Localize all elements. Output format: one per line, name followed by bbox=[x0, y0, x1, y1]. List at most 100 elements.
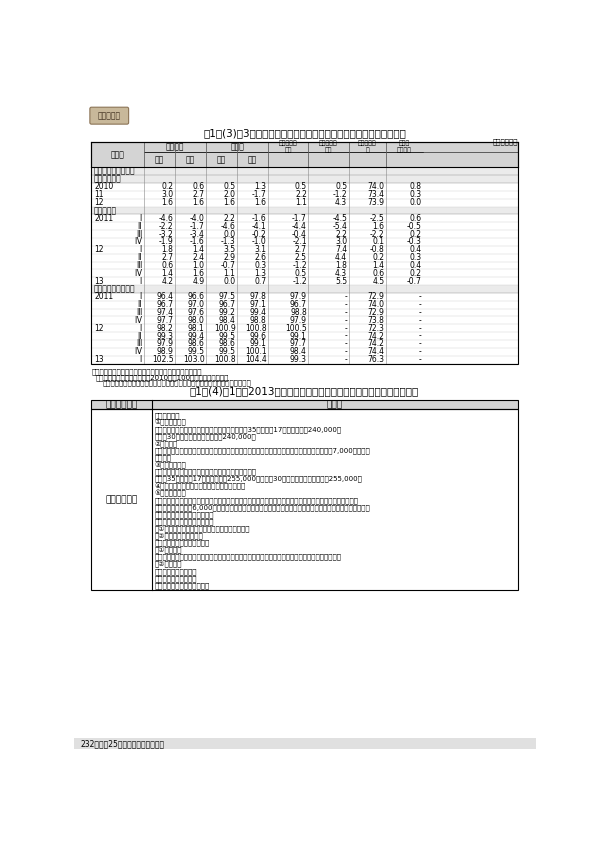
Text: 1.8: 1.8 bbox=[162, 245, 174, 254]
Text: 1.4: 1.4 bbox=[162, 269, 174, 278]
Text: -1.7: -1.7 bbox=[292, 214, 307, 223]
Text: 99.6: 99.6 bbox=[249, 332, 267, 341]
Text: 73.9: 73.9 bbox=[367, 198, 384, 207]
Text: 72.9: 72.9 bbox=[368, 308, 384, 317]
Text: 0.1: 0.1 bbox=[372, 237, 384, 247]
Text: 全ての加盟組合で改正労働者派遣法、改正労働契約法、改正高年齢者雇用安定法に取り組む。: 全ての加盟組合で改正労働者派遣法、改正労働契約法、改正高年齢者雇用安定法に取り組… bbox=[154, 554, 341, 561]
FancyBboxPatch shape bbox=[90, 107, 129, 124]
Text: 3.0: 3.0 bbox=[335, 237, 347, 247]
Text: 消費支出: 消費支出 bbox=[166, 142, 184, 152]
Text: 11: 11 bbox=[95, 190, 104, 200]
Text: 0.5: 0.5 bbox=[295, 269, 307, 278]
Text: Ⅳ: Ⅳ bbox=[134, 269, 141, 278]
Text: -1.2: -1.2 bbox=[333, 190, 347, 200]
Text: 仕事と生活の自立支援等: 仕事と生活の自立支援等 bbox=[154, 582, 209, 589]
Text: 97.4: 97.4 bbox=[156, 308, 174, 317]
Text: ③部門要求基準: ③部門要求基準 bbox=[154, 461, 186, 469]
Text: 2011: 2011 bbox=[95, 214, 114, 223]
Text: ⑤部門要求基準: ⑤部門要求基準 bbox=[154, 490, 186, 498]
Text: ミニマム水準を下回る組合は、賃金体系（カーブ）維持分を含め賃上げ廉貸として１人平均7,000円を要求: ミニマム水準を下回る組合は、賃金体系（カーブ）維持分を含め賃上げ廉貸として１人平… bbox=[154, 448, 370, 454]
Text: 96.7: 96.7 bbox=[290, 301, 307, 309]
Text: 2.5: 2.5 bbox=[295, 253, 307, 262]
Text: 7.4: 7.4 bbox=[335, 245, 347, 254]
Text: 資料出所　総務省統計局「家計調査」「消費者物価指数」: 資料出所 総務省統計局「家計調査」「消費者物価指数」 bbox=[92, 368, 202, 375]
Text: 97.9: 97.9 bbox=[290, 292, 307, 301]
Text: 98.4: 98.4 bbox=[219, 316, 236, 325]
Text: -: - bbox=[419, 332, 422, 341]
Text: -: - bbox=[345, 339, 347, 349]
Bar bbox=[92, 141, 518, 364]
Text: 1.3: 1.3 bbox=[255, 183, 267, 191]
Text: -2.2: -2.2 bbox=[159, 221, 174, 231]
Text: Ⅱ: Ⅱ bbox=[137, 332, 141, 341]
Text: Ⅲ: Ⅲ bbox=[136, 339, 141, 349]
Text: 100.8: 100.8 bbox=[214, 355, 236, 365]
Text: 72.3: 72.3 bbox=[368, 324, 384, 333]
Text: 0.3: 0.3 bbox=[409, 190, 422, 200]
Text: 1.1: 1.1 bbox=[224, 269, 236, 278]
Text: 12: 12 bbox=[95, 245, 104, 254]
Text: Ⅳ: Ⅳ bbox=[134, 237, 141, 247]
Bar bbox=[92, 400, 518, 409]
Text: -1.2: -1.2 bbox=[292, 261, 307, 270]
Text: 実質: 実質 bbox=[248, 155, 257, 164]
Text: -: - bbox=[345, 348, 347, 356]
Text: ２）消費者物価指数は「持ち家の帰属家賃を除く総合指数」の伸び率である。: ２）消費者物価指数は「持ち家の帰属家賃を除く総合指数」の伸び率である。 bbox=[102, 380, 251, 386]
Text: （注）　１）季節調整値は、2010年を100とした指数である。: （注） １）季節調整値は、2010年を100とした指数である。 bbox=[96, 375, 230, 381]
Text: Ⅰ: Ⅰ bbox=[139, 214, 141, 223]
Text: 0.4: 0.4 bbox=[409, 245, 422, 254]
Text: -4.1: -4.1 bbox=[252, 221, 267, 231]
Text: 0.5: 0.5 bbox=[295, 183, 307, 191]
Text: 1.8: 1.8 bbox=[336, 261, 347, 270]
Text: -0.8: -0.8 bbox=[369, 245, 384, 254]
Text: 2.2: 2.2 bbox=[295, 190, 307, 200]
Text: 付1－(3)－3表　家計主要項目（二人以上の世帯のうち勤労者世帯）: 付1－(3)－3表 家計主要項目（二人以上の世帯のうち勤労者世帯） bbox=[203, 128, 406, 138]
Text: -1.6: -1.6 bbox=[190, 237, 205, 247]
Text: 96.7: 96.7 bbox=[156, 301, 174, 309]
Text: 1.1: 1.1 bbox=[295, 198, 307, 207]
Text: 設定の上、要求基準を設定。: 設定の上、要求基準を設定。 bbox=[154, 511, 214, 518]
Text: -4.6: -4.6 bbox=[159, 214, 174, 223]
Text: Ⅱ: Ⅱ bbox=[137, 301, 141, 309]
Text: 97.0: 97.0 bbox=[187, 301, 205, 309]
Text: 消費者
物価指数: 消費者 物価指数 bbox=[397, 141, 412, 153]
Text: 74.4: 74.4 bbox=[367, 348, 384, 356]
Text: 96.6: 96.6 bbox=[187, 292, 205, 301]
Text: 0.4: 0.4 bbox=[409, 261, 422, 270]
Text: 98.6: 98.6 bbox=[187, 339, 205, 349]
Text: 0.5: 0.5 bbox=[335, 183, 347, 191]
Text: 平均消費性
向: 平均消費性 向 bbox=[358, 141, 377, 153]
Text: 向は乗数値）: 向は乗数値） bbox=[94, 174, 121, 184]
Text: 100.9: 100.9 bbox=[214, 324, 236, 333]
Text: 要　求: 要 求 bbox=[327, 400, 343, 409]
Text: ②選択課題: ②選択課題 bbox=[154, 561, 181, 568]
Text: 指数（季節調整値）: 指数（季節調整値） bbox=[94, 285, 136, 294]
Text: -: - bbox=[345, 355, 347, 365]
Text: 97.7: 97.7 bbox=[290, 339, 307, 349]
Text: -1.2: -1.2 bbox=[292, 277, 307, 285]
Text: 団体・組合名: 団体・組合名 bbox=[105, 400, 138, 409]
Text: （総合的な労働条件の課題）: （総合的な労働条件の課題） bbox=[154, 540, 209, 546]
Text: -5.4: -5.4 bbox=[332, 221, 347, 231]
Text: 74.2: 74.2 bbox=[368, 339, 384, 349]
Text: 4.4: 4.4 bbox=[335, 253, 347, 262]
Text: 5.5: 5.5 bbox=[335, 277, 347, 285]
Text: 0.8: 0.8 bbox=[409, 183, 422, 191]
Text: 労働協約の見直し: 労働協約の見直し bbox=[154, 568, 197, 574]
Text: 3.1: 3.1 bbox=[255, 245, 267, 254]
Text: 76.3: 76.3 bbox=[367, 355, 384, 365]
Text: -: - bbox=[345, 316, 347, 325]
Text: ＵＡゼンセン: ＵＡゼンセン bbox=[105, 495, 138, 504]
Text: 4.5: 4.5 bbox=[372, 277, 384, 285]
Text: 99.5: 99.5 bbox=[218, 348, 236, 356]
Text: ④目標水準（基本賃金）：各部門で設定する。: ④目標水準（基本賃金）：各部門で設定する。 bbox=[154, 483, 246, 490]
Text: 1.4: 1.4 bbox=[372, 261, 384, 270]
Text: 98.4: 98.4 bbox=[290, 348, 307, 356]
Text: ①必須課題: ①必須課題 bbox=[154, 546, 181, 554]
Text: -4.4: -4.4 bbox=[292, 221, 307, 231]
Text: 97.1: 97.1 bbox=[250, 301, 267, 309]
Text: -: - bbox=[419, 348, 422, 356]
Text: 2.9: 2.9 bbox=[224, 253, 236, 262]
Text: 98.9: 98.9 bbox=[156, 348, 174, 356]
Text: 99.4: 99.4 bbox=[187, 332, 205, 341]
